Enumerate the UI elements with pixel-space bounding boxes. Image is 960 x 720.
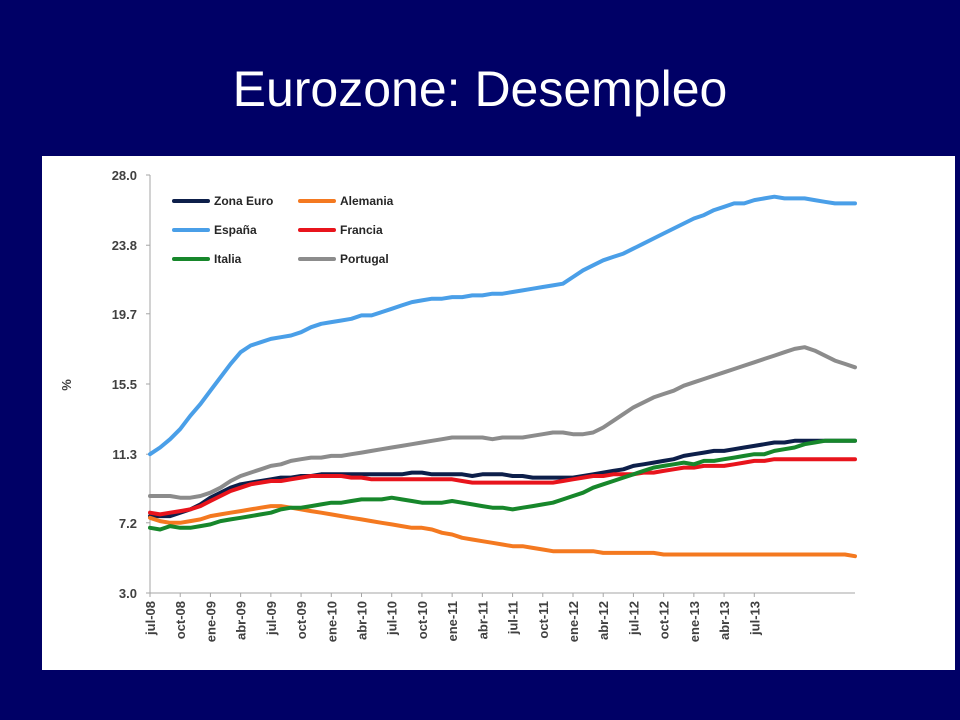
legend-label-zona-euro: Zona Euro	[214, 194, 273, 208]
y-tick-label: 15.5	[112, 377, 137, 392]
x-tick-label: oct-09	[294, 601, 309, 639]
legend-label-italia: Italia	[214, 252, 242, 266]
legend-label-alemania: Alemania	[340, 194, 394, 208]
legend-label-francia: Francia	[340, 223, 383, 237]
legend-label-espana: España	[214, 223, 257, 237]
x-tick-label: jul-12	[626, 601, 641, 636]
y-axis-label: %	[59, 379, 74, 391]
y-tick-label: 23.8	[112, 238, 137, 253]
unemployment-line-chart: 28.0 23.8 19.7 15.5 11.3 7.2 3.0% jul-08 oct-08 e…	[59, 168, 857, 642]
slide-title: Eurozone: Desempleo	[232, 61, 728, 117]
series-line-francia	[148, 457, 857, 517]
x-tick-label: ene-12	[566, 601, 581, 642]
series-line-espana	[148, 194, 857, 457]
x-tick-label: abr-11	[475, 601, 490, 639]
x-tick-label: oct-11	[536, 601, 551, 639]
x-tick-label: jul-09	[264, 601, 279, 636]
chart-panel: 28.0 23.8 19.7 15.5 11.3 7.2 3.0% jul-08 oct-08 e…	[42, 156, 955, 670]
x-tick-label: oct-12	[657, 601, 672, 639]
x-tick-label: abr-13	[717, 601, 732, 640]
x-tick-label: oct-10	[415, 601, 430, 639]
x-tick-label: ene-10	[324, 601, 339, 642]
series-line-alemania	[148, 504, 857, 559]
x-tick-label: jul-13	[747, 601, 762, 636]
x-tick-label: ene-13	[687, 601, 702, 642]
x-tick-label: jul-10	[385, 601, 400, 636]
x-tick-label: abr-12	[596, 601, 611, 640]
x-tick-label: jul-11	[506, 601, 521, 635]
x-tick-label: ene-11	[445, 601, 460, 641]
series-line-italia	[148, 438, 857, 532]
y-tick-label: 11.3	[112, 447, 137, 462]
x-tick-label: jul-08	[143, 601, 158, 636]
x-tick-label: abr-10	[355, 601, 370, 640]
x-tick-label: oct-08	[173, 601, 188, 639]
y-tick-label: 3.0	[119, 586, 137, 601]
x-tick-label: abr-09	[234, 601, 249, 640]
legend-label-portugal: Portugal	[340, 252, 389, 266]
y-tick-label: 19.7	[112, 307, 137, 322]
series-line-portugal	[148, 345, 857, 500]
y-tick-label: 7.2	[119, 516, 137, 531]
y-tick-label: 28.0	[112, 168, 137, 183]
x-tick-label: ene-09	[203, 601, 218, 642]
series-line-zona-euro	[148, 438, 857, 519]
